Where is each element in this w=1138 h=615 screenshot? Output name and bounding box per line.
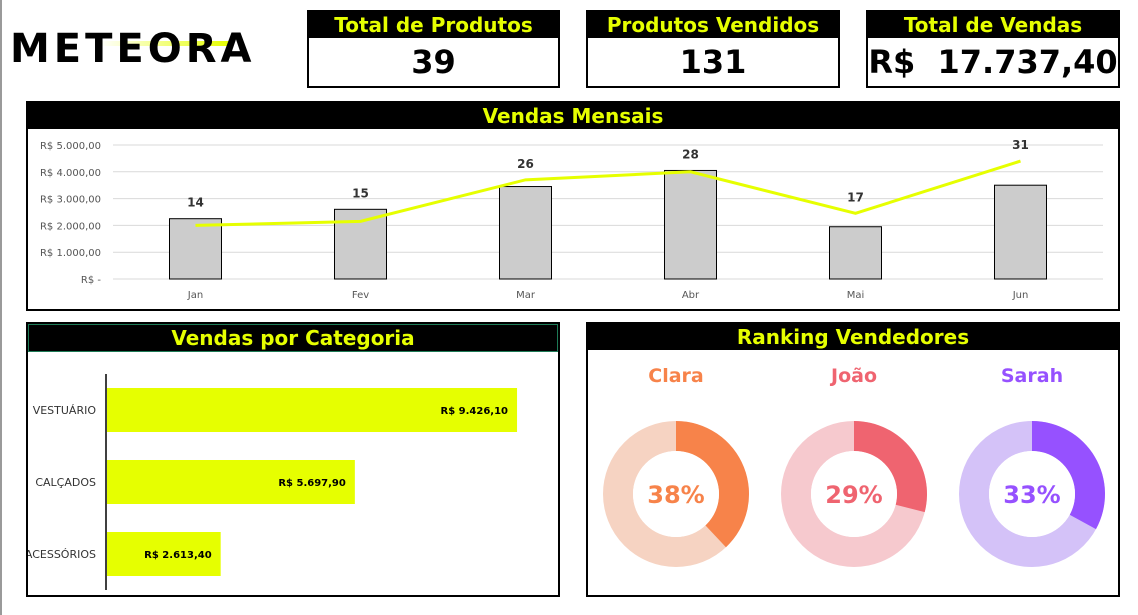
monthly-sales-line bbox=[195, 159, 1021, 227]
kpi-title: Produtos Vendidos bbox=[588, 12, 838, 38]
category-sales-title: Vendas por Categoria bbox=[28, 324, 558, 352]
x-tick-label: Fev bbox=[352, 290, 369, 301]
category-label: CALÇADOS bbox=[35, 476, 96, 489]
window-frame-left bbox=[0, 0, 2, 615]
donut-hole bbox=[811, 451, 897, 537]
category-label: ACESSÓRIOS bbox=[28, 548, 96, 561]
y-tick-label: R$ 5.000,00 bbox=[40, 141, 101, 152]
svg-text:METEORA: METEORA bbox=[10, 26, 256, 72]
donut-slice bbox=[676, 421, 749, 548]
category-value-label: R$ 2.613,40 bbox=[144, 550, 212, 561]
donut-slice bbox=[854, 421, 927, 513]
category-sales-chart: VESTUÁRIO R$ 9.426,10 CALÇADOS R$ 5.697,90 A… bbox=[25, 374, 518, 590]
monthly-bar bbox=[994, 184, 1047, 280]
x-tick-label: Jun bbox=[1012, 290, 1029, 301]
monthly-bar bbox=[499, 186, 552, 280]
seller-name: Sarah bbox=[1001, 365, 1063, 387]
monthly-bar bbox=[829, 226, 882, 280]
monthly-bar bbox=[664, 169, 717, 280]
donut-percent: 33% bbox=[1003, 481, 1060, 509]
category-bar bbox=[107, 460, 355, 504]
donut-percent: 29% bbox=[825, 481, 882, 509]
x-tick-label: Mar bbox=[516, 290, 536, 301]
donut-hole bbox=[989, 451, 1075, 537]
data-label: 28 bbox=[682, 147, 699, 161]
ranking-title: Ranking Vendedores bbox=[588, 324, 1118, 350]
monthly-sales-title: Vendas Mensais bbox=[28, 103, 1118, 129]
data-label: 15 bbox=[352, 186, 369, 200]
y-tick-label: R$ 2.000,00 bbox=[40, 221, 101, 232]
y-tick-label: R$ 1.000,00 bbox=[40, 248, 101, 259]
y-tick-label: R$ 3.000,00 bbox=[40, 195, 101, 206]
ranking-donut-charts: Clara 38% João 29% Sarah 33% bbox=[603, 365, 1105, 567]
seller-name: Clara bbox=[648, 365, 703, 387]
category-sales-panel: Vendas por Categoria VESTUÁRIO R$ 9.426,1… bbox=[25, 322, 560, 597]
data-label: 14 bbox=[187, 196, 204, 210]
y-tick-label: R$ 4.000,00 bbox=[40, 168, 101, 179]
category-label: VESTUÁRIO bbox=[33, 404, 97, 417]
donut-hole bbox=[633, 451, 719, 537]
x-tick-label: Mai bbox=[847, 290, 865, 301]
x-tick-label: Abr bbox=[682, 290, 700, 301]
category-bar bbox=[107, 532, 221, 576]
data-label: 26 bbox=[517, 157, 534, 171]
kpi-total-produtos: Total de Produtos 39 bbox=[307, 10, 560, 88]
y-tick-label: R$ - bbox=[81, 275, 101, 286]
category-bar bbox=[107, 388, 518, 432]
kpi-value: 131 bbox=[679, 43, 747, 81]
kpi-title: Total de Produtos bbox=[309, 12, 558, 38]
category-value-label: R$ 5.697,90 bbox=[278, 478, 346, 489]
meteora-logo: METEORA bbox=[10, 22, 300, 72]
monthly-sales-chart: R$ - R$ 1.000,00 R$ 2.000,00 R$ 3.000,00 R$ … bbox=[40, 138, 1103, 301]
donut-percent: 38% bbox=[647, 481, 704, 509]
kpi-value: 39 bbox=[411, 43, 456, 81]
seller-name: João bbox=[829, 365, 877, 387]
donut-slice bbox=[1032, 421, 1105, 530]
data-label: 17 bbox=[847, 190, 864, 204]
kpi-total-vendas: Total de Vendas R$ 17.737,40 bbox=[866, 10, 1120, 88]
kpi-title: Total de Vendas bbox=[868, 12, 1118, 38]
kpi-value: R$ 17.737,40 bbox=[868, 43, 1118, 81]
monthly-bar bbox=[334, 208, 387, 280]
category-value-label: R$ 9.426,10 bbox=[441, 406, 509, 417]
kpi-produtos-vendidos: Produtos Vendidos 131 bbox=[586, 10, 840, 88]
monthly-sales-panel: Vendas Mensais R$ - R$ 1.000,00 R$ 2.000,0… bbox=[26, 101, 1120, 311]
monthly-bar bbox=[169, 218, 222, 280]
x-tick-label: Jan bbox=[187, 290, 203, 301]
ranking-panel: Ranking Vendedores Clara 38% João 29% Sarah 3… bbox=[586, 322, 1120, 597]
data-label: 31 bbox=[1012, 138, 1029, 152]
